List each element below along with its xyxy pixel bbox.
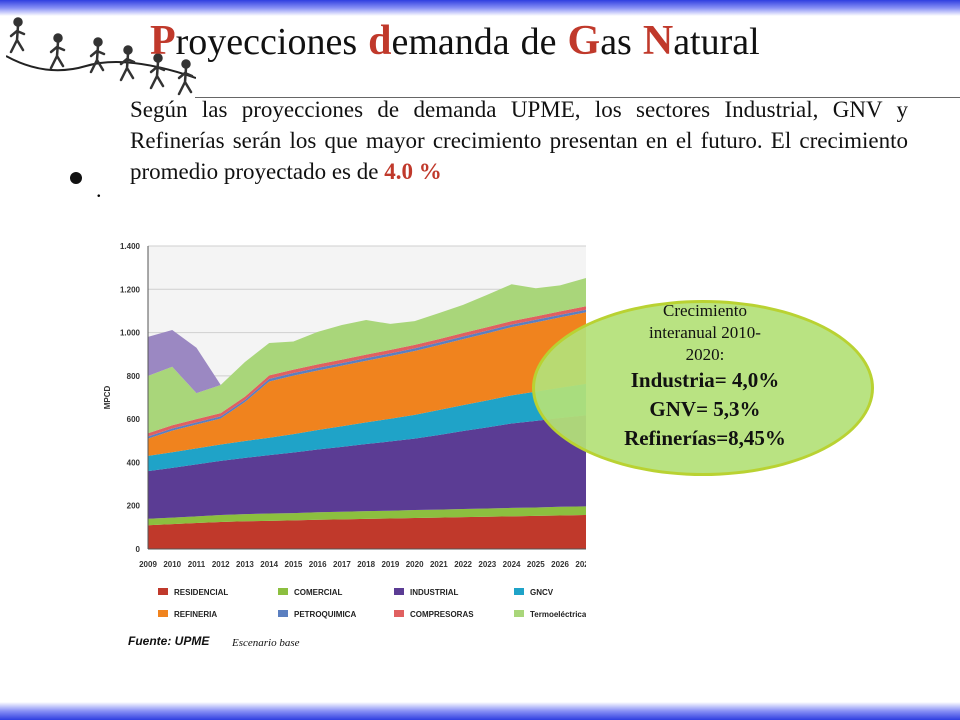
x-tick-label: 2024	[503, 560, 521, 569]
x-tick-label: 2025	[527, 560, 545, 569]
x-tick-label: 2017	[333, 560, 351, 569]
demand-area-chart: 0 200 400 600 800 1.000 1.200 1.400 2009 2010 2011…	[103, 242, 586, 619]
scenario-label: Escenario base	[232, 637, 300, 649]
y-tick-label: 800	[127, 372, 141, 381]
x-tick-label: 2013	[236, 560, 254, 569]
title-word-1: Proyecciones	[150, 18, 358, 64]
legend-swatch	[394, 588, 404, 595]
y-tick-label: 400	[127, 458, 141, 467]
callout-industria: Industria= 4,0%	[630, 368, 780, 392]
legend-swatch	[394, 610, 404, 617]
x-tick-label: 2027	[575, 560, 586, 569]
legend-swatch	[514, 610, 524, 617]
x-tick-label: 2026	[551, 560, 569, 569]
growth-callout-text: Crecimiento interanual 2010- 2020: Indus…	[580, 300, 830, 453]
legend-swatch	[514, 588, 524, 595]
legend-label: INDUSTRIAL	[410, 588, 459, 597]
top-banner	[0, 0, 960, 16]
y-tick-label: 600	[127, 415, 141, 424]
y-tick-label: 0	[136, 545, 141, 554]
paragraph-text: Según las proyecciones de demanda UPME, …	[130, 97, 908, 184]
x-tick-label: 2014	[260, 560, 278, 569]
x-tick-label: 2018	[357, 560, 375, 569]
legend-label: RESIDENCIAL	[174, 588, 228, 597]
area-refineria	[148, 312, 586, 456]
x-tick-label: 2009	[139, 560, 157, 569]
intro-paragraph: Según las proyecciones de demanda UPME, …	[130, 94, 908, 187]
area-compresoras	[148, 306, 586, 437]
area-industrial	[148, 415, 586, 519]
callout-gnv: GNV= 5,3%	[649, 397, 761, 421]
title-word-2: demanda	[368, 18, 510, 64]
growth-highlight: 4.0 %	[384, 159, 442, 184]
x-tick-label: 2021	[430, 560, 448, 569]
legend-swatch	[158, 610, 168, 617]
x-tick-label: 2022	[454, 560, 472, 569]
bottom-banner	[0, 702, 960, 720]
area-exportaciones	[148, 277, 586, 394]
title-word-5: Natural	[642, 18, 760, 64]
legend-swatch	[158, 588, 168, 595]
source-label: Fuente: UPME	[128, 634, 210, 648]
y-axis-label: MPCD	[103, 386, 112, 410]
callout-line-3: 2020:	[685, 345, 725, 364]
callout-refinerias: Refinerías=8,45%	[624, 426, 786, 450]
y-tick-label: 1.000	[120, 329, 141, 338]
area-termoelctrica	[148, 277, 586, 434]
runners-logo	[6, 17, 196, 96]
legend-label: PETROQUIMICA	[294, 610, 356, 619]
area-residencial	[148, 514, 586, 549]
area-gncv	[148, 383, 586, 472]
x-tick-label: 2012	[212, 560, 230, 569]
legend-label: GNCV	[530, 588, 554, 597]
legend-label: Termoeléctrica	[530, 610, 586, 619]
x-tick-label: 2023	[478, 560, 496, 569]
area-comercial	[148, 506, 586, 526]
legend-label: COMPRESORAS	[410, 610, 474, 619]
bullet-icon	[70, 172, 82, 184]
x-tick-label: 2015	[285, 560, 303, 569]
y-tick-label: 1.200	[120, 285, 141, 294]
legend-swatch	[278, 610, 288, 617]
title-word-4: Gas	[567, 18, 632, 64]
legend-swatch	[278, 588, 288, 595]
legend-label: COMERCIAL	[294, 588, 343, 597]
legend-label: REFINERIA	[174, 610, 217, 619]
growth-callout	[532, 300, 874, 476]
x-tick-label: 2016	[309, 560, 327, 569]
y-tick-label: 1.400	[120, 242, 141, 251]
bullet-marker: .	[96, 177, 102, 202]
title-divider	[195, 97, 960, 98]
callout-line-1: Crecimiento	[662, 301, 748, 320]
x-tick-label: 2010	[163, 560, 181, 569]
x-tick-label: 2020	[406, 560, 424, 569]
x-tick-label: 2011	[188, 560, 206, 569]
title-word-3: de	[520, 21, 557, 63]
y-tick-label: 200	[127, 502, 141, 511]
callout-line-2: interanual 2010-	[649, 323, 761, 342]
x-tick-label: 2019	[381, 560, 399, 569]
page-title: Proyecciones demanda de Gas Natural	[150, 16, 760, 66]
